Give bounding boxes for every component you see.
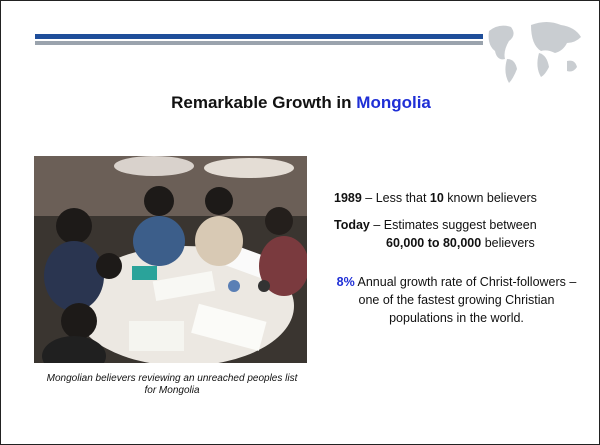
fact-label: 1989 [334, 191, 362, 205]
growth-rate: 8% [337, 275, 355, 289]
growth-description: Annual growth rate of Christ-followers –… [355, 275, 577, 325]
photo [34, 156, 307, 363]
slide: Remarkable Growth in Mongolia Mongolian … [0, 0, 600, 445]
fact-1989: 1989 – Less that 10 known believers [334, 191, 537, 205]
fact-text: known believers [444, 191, 537, 205]
growth-text: 8% Annual growth rate of Christ-follower… [329, 273, 584, 327]
title-text: Remarkable Growth in [171, 93, 356, 112]
fact-text: – Estimates suggest between [370, 218, 537, 232]
header-decor [1, 1, 599, 151]
header-bar [35, 34, 483, 39]
fact-today: Today – Estimates suggest between 60,000 … [334, 216, 537, 252]
title-highlight: Mongolia [356, 93, 431, 112]
fact-label: Today [334, 218, 370, 232]
world-map-icon [489, 22, 581, 83]
fact-text: – Less that [362, 191, 430, 205]
fact-text: believers [481, 236, 535, 250]
photo-caption: Mongolian believers reviewing an unreach… [41, 373, 303, 397]
fact-number: 60,000 to 80,000 [386, 236, 481, 250]
slide-title: Remarkable Growth in Mongolia [1, 93, 600, 113]
header-bar-grey [35, 41, 483, 45]
fact-number: 10 [430, 191, 444, 205]
